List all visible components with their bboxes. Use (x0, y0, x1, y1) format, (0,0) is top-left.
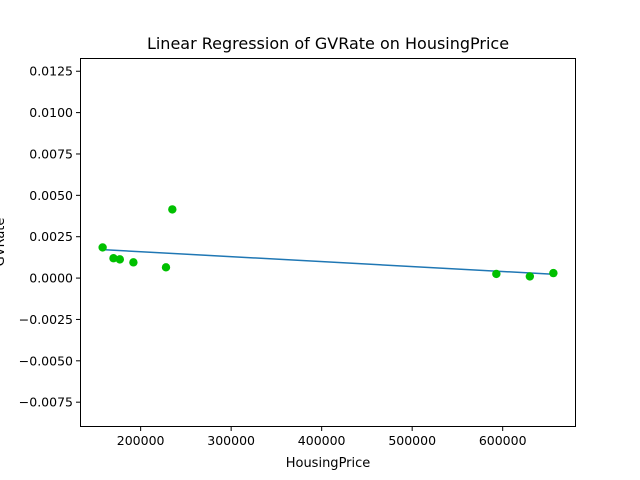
x-tick-label: 400000 (298, 433, 346, 448)
data-point (129, 258, 138, 267)
y-tick-label: 0.0050 (29, 188, 73, 203)
y-tick-label: 0.0125 (29, 64, 73, 79)
x-axis-label: HousingPrice (286, 456, 371, 471)
data-point (549, 268, 558, 278)
plot-area (98, 205, 558, 281)
x-tick-label: 300000 (207, 433, 255, 448)
x-tick-label: 200000 (117, 433, 165, 448)
y-tick-label: 0.0100 (29, 105, 73, 120)
x-tick-label: 600000 (479, 433, 527, 448)
y-axis-ticks: −0.0075 −0.0050 −0.0025 0.0000 0.0025 0.0050 0… (19, 64, 80, 410)
data-point (161, 263, 171, 272)
data-point (109, 254, 118, 263)
data-point (525, 272, 535, 281)
x-tick-label: 500000 (388, 433, 436, 448)
y-tick-label: 0.0075 (29, 146, 73, 161)
y-tick-label: 0.0025 (29, 229, 73, 244)
y-tick-label: −0.0075 (19, 395, 73, 410)
x-axis-ticks: 200000 300000 400000 500000 600000 (117, 427, 527, 448)
data-point (492, 269, 501, 279)
data-point (98, 243, 107, 252)
chart-title: Linear Regression of GVRate on HousingPr… (147, 34, 509, 53)
regression-line (102, 248, 554, 276)
y-tick-label: −0.0025 (19, 312, 73, 327)
data-point (115, 255, 125, 264)
y-axis-label: GVRate (0, 218, 8, 267)
data-point (168, 205, 177, 214)
plot-frame (80, 58, 576, 427)
y-tick-label: −0.0050 (19, 353, 73, 368)
y-tick-label: 0.0000 (29, 271, 73, 286)
